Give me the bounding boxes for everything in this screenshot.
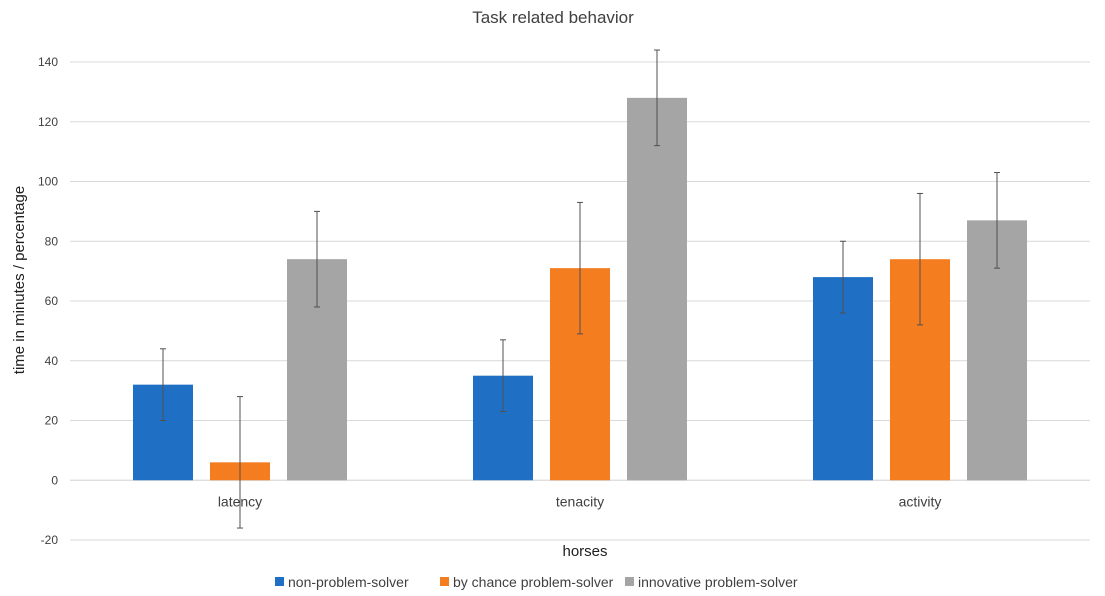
bar-tenacity-innovative-problem-solver [627,97,687,481]
legend-label: innovative problem-solver [638,574,798,590]
y-axis-title: time in minutes / percentage [11,186,28,374]
legend-label: by chance problem-solver [453,574,614,590]
x-axis-title: horses [562,543,607,560]
y-tick-label: 140 [38,55,58,69]
x-category-label: activity [899,493,942,509]
error-bars [160,49,1000,529]
y-tick-label: 40 [45,354,59,368]
x-axis-categories: latency tenacity activity [218,493,942,509]
legend: non-problem-solver by chance problem-solv… [275,574,798,590]
y-tick-label: 60 [45,294,59,308]
y-axis-ticks: -20 0 20 40 60 80 100 120 140 [38,55,58,547]
y-tick-label: -20 [41,533,59,547]
x-category-label: tenacity [556,493,604,509]
chart-title: Task related behavior [472,8,634,27]
y-tick-label: 80 [45,234,59,248]
y-tick-label: 100 [38,175,58,189]
x-category-label: latency [218,493,262,509]
legend-swatch [625,577,634,586]
legend-swatch [440,577,449,586]
y-tick-label: 0 [51,473,58,487]
legend-label: non-problem-solver [288,574,409,590]
y-tick-label: 120 [38,115,58,129]
legend-swatch [275,577,284,586]
y-tick-label: 20 [45,414,59,428]
